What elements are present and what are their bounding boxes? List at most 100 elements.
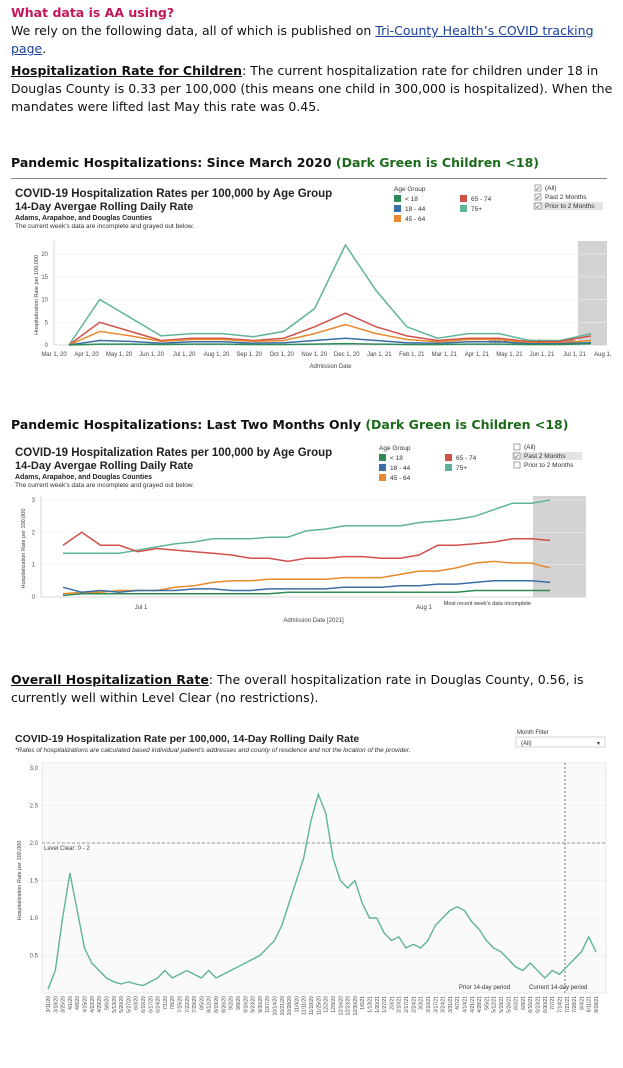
chart-since-march: COVID-19 Hospitalization Rates per 100,0…	[11, 181, 621, 373]
x-tick-label: Sep 1, 20	[236, 352, 262, 358]
x-tick-label: 9/16/20	[243, 996, 249, 1013]
y-tick-label: 0.5	[30, 954, 39, 960]
x-tick-label: 8/26/20	[221, 996, 227, 1013]
series-line-18-44	[62, 580, 551, 593]
legend-label: 75+	[456, 465, 467, 472]
filter-checkbox[interactable]	[534, 184, 542, 192]
x-tick-label: Jun 1, 21	[530, 352, 555, 358]
x-tick-label: 6/10/20	[141, 996, 147, 1013]
filter-checkbox[interactable]	[534, 202, 542, 210]
legend-label: 65 - 74	[456, 455, 477, 462]
legend-swatch	[379, 454, 386, 461]
x-tick-label: 6/3/20	[134, 996, 140, 1010]
filter-highlight	[512, 452, 582, 460]
filter-checkbox[interactable]	[513, 461, 521, 469]
filter-check-icon: ✓	[536, 196, 541, 202]
x-tick-label: Apr 1, 20	[74, 352, 99, 358]
x-tick-label: 3/17/21	[433, 996, 439, 1013]
x-tick-label: 7/15/20	[178, 996, 184, 1013]
children-text: : The current hospitalization rate for c…	[11, 63, 613, 114]
x-tick-label: Feb 1, 21	[399, 352, 425, 358]
y-tick-label: 3.0	[30, 766, 39, 772]
x-tick-label: 4/15/20	[83, 996, 89, 1013]
y-tick-label: 1.0	[30, 916, 39, 922]
chart-counties: Adams, Arapahoe, and Douglas Counties	[15, 215, 152, 222]
x-tick-label: 2/24/21	[411, 996, 417, 1013]
x-tick-label: 12/16/20	[338, 996, 344, 1016]
filter-checkbox[interactable]	[534, 193, 542, 201]
overall-text: : The overall hospitalization rate in Do…	[11, 672, 584, 705]
x-tick-label: 2/17/21	[404, 996, 410, 1013]
legend-title: Age Group	[379, 445, 411, 452]
y-tick-label: 10	[41, 298, 48, 304]
chart-subtitle: *Rates of hospitalizations are calculate…	[15, 747, 411, 754]
x-tick-label: 6/30/21	[543, 996, 549, 1013]
x-tick-label: May 1, 21	[496, 352, 523, 358]
x-tick-label: 5/5/21	[484, 996, 490, 1010]
x-tick-label: 3/10/21	[426, 996, 432, 1013]
chart-last-two-months-svg: COVID-19 Hospitalization Rates per 100,0…	[15, 443, 586, 624]
legend-label: < 18	[405, 196, 418, 203]
intro-paragraph: We rely on the following data, all of wh…	[11, 22, 615, 58]
filter-option[interactable]: (All)	[524, 444, 536, 451]
x-axis-label: Admission Date	[309, 364, 352, 370]
x-tick-label: 9/9/20	[236, 996, 242, 1010]
children-label: Hospitalization Rate for Children	[11, 63, 243, 78]
chevron-down-icon[interactable]: ▾	[597, 741, 600, 747]
x-tick-label: Jul 1, 20	[173, 352, 196, 358]
x-tick-label: 4/1/20	[68, 996, 74, 1010]
legend-label: 18 - 44	[390, 465, 411, 472]
x-tick-label: 7/7/21	[550, 996, 556, 1010]
x-tick-label: 12/9/20	[331, 996, 337, 1013]
legend-swatch	[445, 454, 452, 461]
y-tick-label: 1	[32, 563, 36, 569]
since-heading-text: Pandemic Hospitalizations: Since March 2…	[11, 155, 336, 170]
filter-option[interactable]: (All)	[545, 185, 557, 192]
incomplete-region	[578, 241, 607, 345]
incomplete-region	[533, 496, 586, 597]
chart-overall-svg: COVID-19 Hospitalization Rate per 100,00…	[15, 730, 607, 1016]
series-line-75-	[68, 243, 592, 346]
filter-option[interactable]: Prior to 2 Months	[545, 203, 595, 210]
legend-swatch	[394, 215, 401, 222]
x-tick-label: 6/24/20	[156, 996, 162, 1013]
tracking-page-link[interactable]: Tri-County Health’s COVID tracking page	[11, 23, 594, 56]
series-line--18	[68, 342, 592, 346]
x-tick-label: Dec 1, 20	[334, 352, 360, 358]
x-tick-label: 8/5/20	[199, 996, 205, 1010]
filter-option[interactable]: Past 2 Months	[524, 453, 566, 460]
y-tick-label: 0	[45, 343, 49, 349]
last-two-months-heading: Pandemic Hospitalizations: Last Two Mont…	[11, 417, 568, 432]
current-period-label: Current 14-day period	[529, 985, 587, 991]
incomplete-note: Most recent week's data incomplete	[444, 601, 531, 607]
month-filter-value[interactable]: (All)	[521, 741, 532, 747]
filter-option[interactable]: Prior to 2 Months	[524, 462, 574, 469]
month-filter-select[interactable]	[515, 736, 606, 748]
x-tick-label: 8/19/20	[214, 996, 220, 1013]
x-tick-label: Aug 1, 21	[594, 352, 611, 358]
x-tick-label: 6/16/21	[528, 996, 534, 1013]
overall-rate-line	[47, 792, 597, 990]
series-line-65-74	[68, 312, 592, 346]
x-tick-label: 5/26/21	[506, 996, 512, 1013]
series-line-75-	[63, 499, 551, 555]
filter-option[interactable]: Past 2 Months	[545, 194, 587, 201]
filter-check-icon: ✓	[536, 205, 541, 211]
chart-last-two-months: COVID-19 Hospitalization Rates per 100,0…	[11, 440, 611, 632]
since-heading-green: (Dark Green is Children <18)	[335, 155, 539, 170]
last-heading-text: Pandemic Hospitalizations: Last Two Mont…	[11, 417, 366, 432]
legend-label: 65 - 74	[471, 196, 492, 203]
chart-title: COVID-19 Hospitalization Rate per 100,00…	[15, 733, 359, 745]
x-tick-label: 7/22/20	[185, 996, 191, 1013]
series-line-18-44	[68, 337, 592, 346]
series-line-45-64	[68, 323, 592, 346]
x-tick-label: 12/30/20	[353, 996, 359, 1016]
x-tick-label: 11/18/20	[309, 996, 315, 1015]
x-tick-label: 3/3/21	[419, 996, 425, 1010]
x-tick-label: 1/20/21	[375, 996, 381, 1013]
filter-checkbox[interactable]	[513, 443, 521, 451]
filter-checkbox[interactable]	[513, 452, 521, 460]
legend-swatch	[445, 464, 452, 471]
question-heading: What data is AA using?	[11, 4, 615, 22]
filter-highlight	[533, 202, 603, 210]
